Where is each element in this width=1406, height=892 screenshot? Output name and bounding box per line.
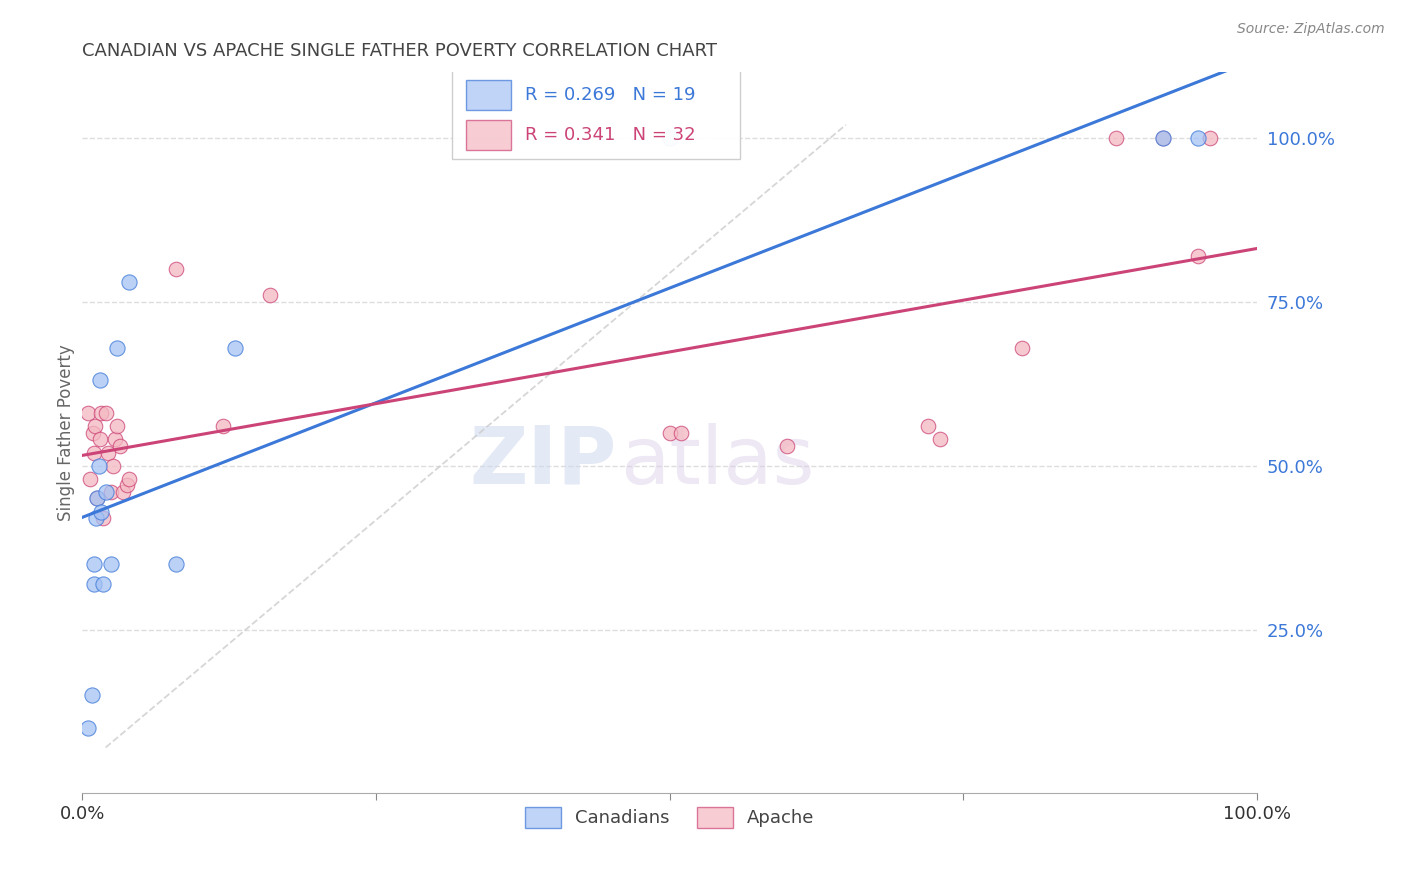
Point <box>658 131 681 145</box>
Point <box>259 288 281 302</box>
Point <box>1152 131 1174 145</box>
FancyBboxPatch shape <box>453 69 740 159</box>
Point <box>671 425 693 440</box>
Point <box>83 576 105 591</box>
Point <box>108 439 131 453</box>
Point <box>118 472 141 486</box>
Point <box>80 688 103 702</box>
Legend: Canadians, Apache: Canadians, Apache <box>517 799 823 835</box>
Point <box>97 445 120 459</box>
Point <box>112 484 135 499</box>
Point <box>1199 131 1222 145</box>
Point <box>100 557 122 571</box>
Text: atlas: atlas <box>620 423 814 500</box>
Point <box>101 458 124 473</box>
Text: ZIP: ZIP <box>470 423 617 500</box>
Point <box>84 511 107 525</box>
Point <box>82 425 104 440</box>
Point <box>224 341 246 355</box>
Point <box>90 504 112 518</box>
Point <box>165 262 187 277</box>
Point <box>1105 131 1128 145</box>
Point <box>77 721 100 735</box>
Point <box>104 433 127 447</box>
Point <box>87 458 110 473</box>
Point <box>212 419 235 434</box>
Point <box>1152 131 1174 145</box>
Point <box>917 419 939 434</box>
Point <box>1187 131 1209 145</box>
Point <box>105 341 128 355</box>
Point <box>79 472 101 486</box>
Text: CANADIAN VS APACHE SINGLE FATHER POVERTY CORRELATION CHART: CANADIAN VS APACHE SINGLE FATHER POVERTY… <box>82 42 717 60</box>
Point <box>1187 249 1209 263</box>
Text: R = 0.269   N = 19: R = 0.269 N = 19 <box>524 86 696 103</box>
FancyBboxPatch shape <box>467 79 510 110</box>
Point <box>89 433 111 447</box>
Text: Source: ZipAtlas.com: Source: ZipAtlas.com <box>1237 22 1385 37</box>
Point <box>91 576 114 591</box>
Point <box>118 275 141 289</box>
Point <box>100 484 122 499</box>
Y-axis label: Single Father Poverty: Single Father Poverty <box>58 344 75 521</box>
Point <box>90 406 112 420</box>
Point <box>658 425 681 440</box>
Point <box>83 445 105 459</box>
Point <box>776 439 799 453</box>
Text: R = 0.341   N = 32: R = 0.341 N = 32 <box>524 126 696 145</box>
Point <box>83 557 105 571</box>
Point <box>115 478 138 492</box>
FancyBboxPatch shape <box>467 120 510 150</box>
Point <box>86 491 108 506</box>
Point <box>928 433 950 447</box>
Point <box>165 557 187 571</box>
Point <box>77 406 100 420</box>
Point <box>89 374 111 388</box>
Point <box>86 491 108 506</box>
Point <box>94 406 117 420</box>
Point <box>105 419 128 434</box>
Point <box>91 511 114 525</box>
Point <box>84 419 107 434</box>
Point <box>94 484 117 499</box>
Point <box>1011 341 1033 355</box>
